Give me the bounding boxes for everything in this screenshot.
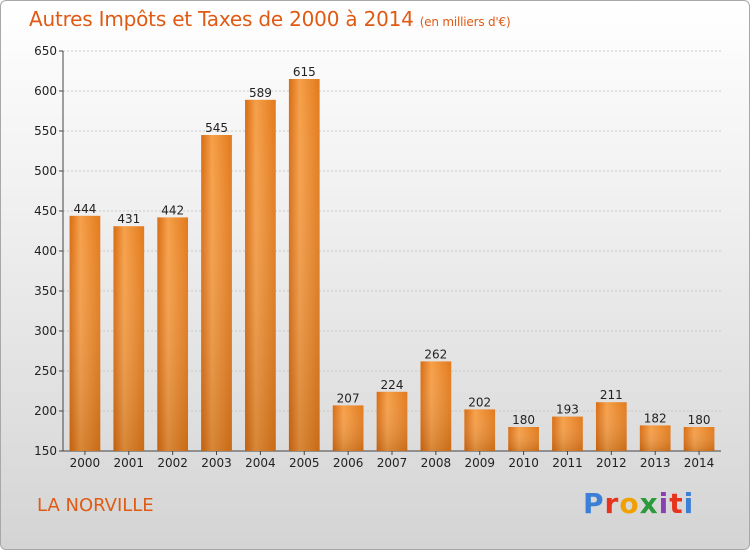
x-tick-label-2012: 2012 [596, 456, 627, 470]
bar-shade-2001 [113, 226, 145, 451]
value-label-2008: 262 [424, 347, 447, 361]
bar-shade-2003 [201, 135, 232, 451]
value-labels: 444 431 442 545 589 615 207 224 262 202 180 193 211 1… [73, 65, 710, 427]
value-label-2012: 211 [600, 388, 623, 402]
value-label-2003: 545 [205, 121, 228, 135]
x-tick-label-2014: 2014 [684, 456, 715, 470]
value-label-2014: 180 [688, 413, 711, 427]
value-label-2007: 224 [381, 378, 404, 392]
y-tick-label: 150 [34, 444, 57, 458]
bar-shade-2004 [245, 99, 276, 452]
x-tick-labels: 2000 2001 2002 2003 2004 2005 2006 2007 2008 2009… [70, 456, 715, 470]
x-tick-label-2010: 2010 [508, 456, 539, 470]
value-label-2000: 444 [73, 202, 96, 216]
value-label-2006: 207 [337, 391, 360, 405]
bars [69, 79, 715, 452]
y-tick-label: 550 [34, 124, 57, 138]
bar-shade-2006 [332, 405, 364, 451]
x-tick-label-2006: 2006 [333, 456, 364, 470]
x-tick-label-2001: 2001 [114, 456, 145, 470]
bar-shade-2011 [552, 416, 583, 451]
proxiti-logo: Proxiti [583, 487, 695, 520]
x-tick-label-2005: 2005 [289, 456, 320, 470]
value-label-2005: 615 [293, 65, 316, 79]
bar-shade-2012 [595, 402, 627, 451]
value-label-2013: 182 [644, 411, 667, 425]
y-tick-label: 400 [34, 244, 57, 258]
x-tick-label-2013: 2013 [640, 456, 671, 470]
y-tick-label: 300 [34, 324, 57, 338]
bar-shade-2014 [683, 427, 715, 451]
bar-shade-2000 [69, 215, 101, 451]
y-tick-label: 200 [34, 404, 57, 418]
y-tick-label: 350 [34, 284, 57, 298]
value-label-2002: 442 [161, 203, 184, 217]
bar-shade-2009 [464, 409, 496, 451]
bar-shade-2007 [376, 391, 408, 451]
y-tick-label: 250 [34, 364, 57, 378]
value-label-2004: 589 [249, 86, 272, 100]
y-tick-label: 450 [34, 204, 57, 218]
value-label-2009: 202 [468, 395, 491, 409]
x-tick-label-2007: 2007 [377, 456, 408, 470]
chart-title-text: Autres Impôts et Taxes de 2000 à 2014 [29, 7, 414, 31]
bar-shade-2013 [639, 425, 671, 451]
value-label-2011: 193 [556, 403, 579, 417]
x-tick-label-2003: 2003 [201, 456, 232, 470]
x-tick-label-2004: 2004 [245, 456, 276, 470]
x-tick-label-2002: 2002 [157, 456, 188, 470]
value-label-2001: 431 [117, 212, 140, 226]
bar-shade-2010 [508, 427, 539, 451]
x-tick-label-2011: 2011 [552, 456, 583, 470]
chart-subtitle: (en milliers d'€) [419, 15, 511, 29]
y-tick-label: 600 [34, 84, 57, 98]
y-tick-labels: 150 200 250 300 350 400 450 500 550 600 650 [34, 44, 57, 458]
x-tick-label-2009: 2009 [464, 456, 495, 470]
bar-shade-2002 [157, 217, 189, 451]
commune-name: LA NORVILLE [37, 495, 154, 516]
bar-shade-2005 [288, 79, 320, 451]
y-tick-label: 500 [34, 164, 57, 178]
y-tick-label: 650 [34, 44, 57, 58]
value-label-2010: 180 [512, 413, 535, 427]
x-tick-label-2000: 2000 [70, 456, 101, 470]
x-tick-label-2008: 2008 [421, 456, 452, 470]
bar-shade-2008 [420, 361, 452, 451]
chart-title: Autres Impôts et Taxes de 2000 à 2014 (en… [29, 7, 511, 31]
